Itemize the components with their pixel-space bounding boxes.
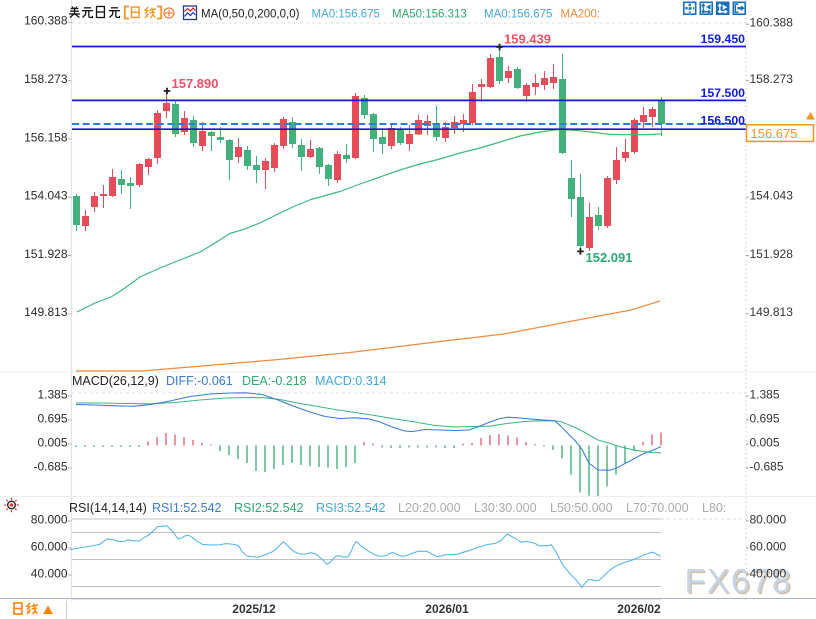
svg-text:MACD:0.314: MACD:0.314: [315, 374, 387, 388]
svg-text:L50:50.000: L50:50.000: [550, 501, 613, 515]
svg-text:L30:30.000: L30:30.000: [474, 501, 537, 515]
svg-text:154.043: 154.043: [750, 189, 794, 203]
svg-text:L70:70.000: L70:70.000: [626, 501, 689, 515]
svg-text:158.273: 158.273: [750, 72, 794, 86]
svg-text:-0.685: -0.685: [33, 459, 67, 473]
svg-text:L80:: L80:: [702, 501, 726, 515]
svg-text:RSI2:52.542: RSI2:52.542: [234, 501, 304, 515]
svg-text:151.928: 151.928: [24, 247, 68, 261]
svg-text:149.813: 149.813: [24, 305, 68, 319]
svg-text:2025/12: 2025/12: [232, 602, 276, 616]
svg-text:157.500: 157.500: [701, 86, 746, 100]
svg-text:RSI(14,14,14): RSI(14,14,14): [69, 501, 147, 515]
svg-text:156.158: 156.158: [24, 130, 68, 144]
svg-text:156.675: 156.675: [751, 126, 798, 141]
svg-text:0.695: 0.695: [37, 411, 67, 425]
svg-text:2026/02: 2026/02: [617, 602, 661, 616]
svg-text:80.000: 80.000: [31, 512, 68, 526]
svg-text:152.091: 152.091: [586, 250, 633, 265]
svg-text:DEA:-0.218: DEA:-0.218: [242, 374, 307, 388]
svg-text:RSI1:52.542: RSI1:52.542: [152, 501, 222, 515]
svg-text:RSI3:52.542: RSI3:52.542: [316, 501, 386, 515]
svg-text:1.385: 1.385: [750, 387, 780, 401]
svg-text:159.439: 159.439: [504, 32, 551, 47]
svg-text:MA200:: MA200:: [561, 9, 601, 21]
svg-text:2026/01: 2026/01: [425, 602, 469, 616]
svg-text:MACD(26,12,9): MACD(26,12,9): [72, 374, 159, 388]
svg-text:151.928: 151.928: [750, 247, 794, 261]
svg-text:158.273: 158.273: [24, 72, 68, 86]
svg-text:0.005: 0.005: [37, 435, 67, 449]
svg-text:40.000: 40.000: [750, 566, 787, 580]
svg-text:MA0:156.675: MA0:156.675: [312, 9, 380, 21]
svg-text:60.000: 60.000: [31, 539, 68, 553]
svg-text:FX678: FX678: [685, 563, 793, 601]
svg-text:MA(0,50,0,200,0,0): MA(0,50,0,200,0,0): [201, 9, 300, 21]
svg-text:1.385: 1.385: [37, 387, 67, 401]
svg-text:154.043: 154.043: [24, 189, 68, 203]
svg-text:-0.685: -0.685: [750, 459, 784, 473]
svg-text:40.000: 40.000: [31, 566, 68, 580]
svg-text:160.388: 160.388: [24, 14, 68, 28]
svg-text:160.388: 160.388: [750, 16, 794, 30]
svg-text:149.813: 149.813: [750, 305, 794, 319]
svg-text:MA50:156.313: MA50:156.313: [392, 9, 467, 21]
svg-text:0.005: 0.005: [750, 435, 780, 449]
svg-text:157.890: 157.890: [172, 76, 219, 91]
svg-text:L20:20.000: L20:20.000: [398, 501, 461, 515]
svg-text:FX678: FX678: [686, 564, 794, 602]
svg-text:MA0:156.675: MA0:156.675: [484, 9, 552, 21]
svg-text:0.695: 0.695: [750, 411, 780, 425]
svg-text:DIFF:-0.061: DIFF:-0.061: [166, 374, 233, 388]
svg-text:80.000: 80.000: [750, 512, 787, 526]
svg-text:156.500: 156.500: [701, 114, 746, 128]
svg-text:159.450: 159.450: [701, 32, 746, 46]
svg-text:60.000: 60.000: [750, 539, 787, 553]
